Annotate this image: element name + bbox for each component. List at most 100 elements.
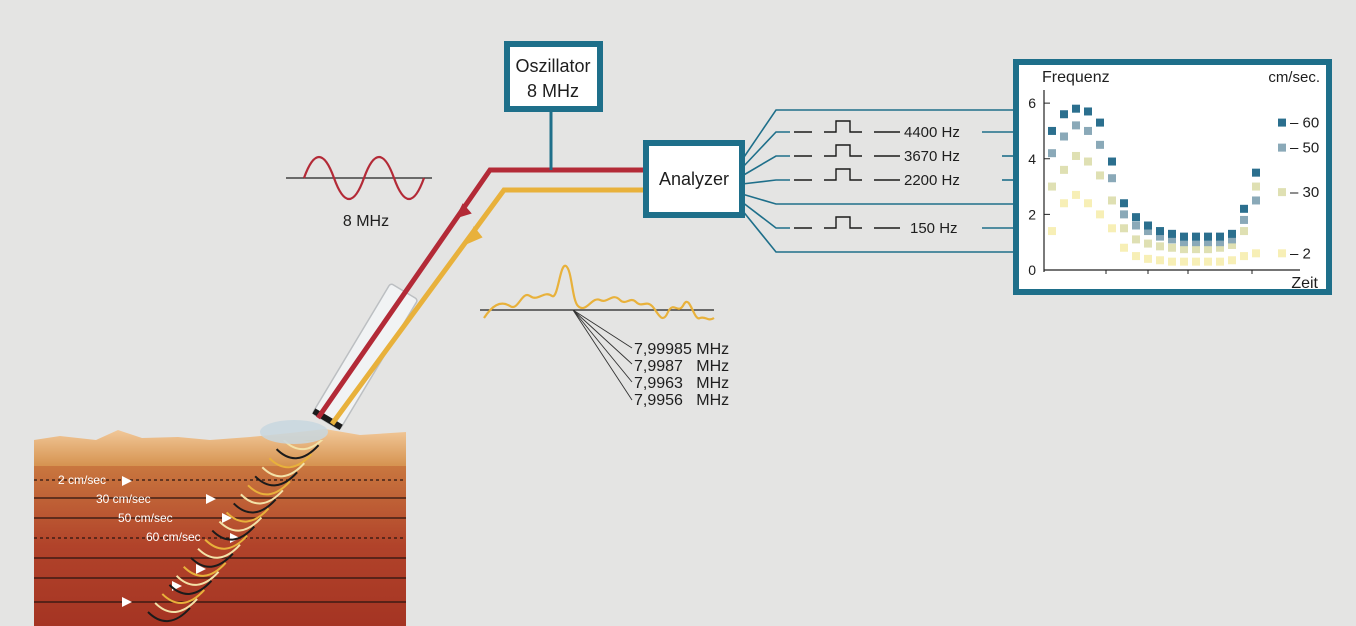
data-point-50 (1096, 140, 1104, 149)
data-point-50 (1240, 215, 1248, 224)
data-point-2 (1216, 257, 1224, 266)
data-point-30 (1216, 243, 1224, 252)
data-point-2 (1192, 257, 1200, 266)
speed-label-50: 50 cm/sec (118, 511, 173, 525)
oscillator-frequency: 8 MHz (527, 81, 579, 101)
tissue-body (34, 466, 406, 626)
tissue-block: 2 cm/sec 30 cm/sec 50 cm/sec 60 cm/sec (34, 429, 406, 626)
data-point-60 (1084, 107, 1092, 116)
wavefront-arc (197, 543, 241, 559)
wavefront-arc (147, 607, 191, 622)
data-point-60 (1108, 157, 1116, 166)
data-point-60 (1168, 229, 1176, 238)
speed-marker (1278, 143, 1286, 152)
data-point-60 (1132, 213, 1140, 222)
data-point-60 (1156, 227, 1164, 236)
channel-labels: 4400 Hz 3670 Hz 2200 Hz 150 Hz (904, 124, 960, 237)
data-point-60 (1060, 110, 1068, 119)
oscillator-box: Oszillator 8 MHz (504, 41, 603, 112)
data-point-50 (1120, 210, 1128, 219)
data-point-2 (1180, 257, 1188, 266)
data-point-60 (1048, 126, 1056, 135)
data-point-30 (1084, 157, 1092, 166)
data-point-2 (1156, 256, 1164, 265)
wave-label: 8 MHz (343, 213, 389, 230)
y-axis-title: Frequenz (1042, 69, 1110, 86)
wavefront-arc (247, 480, 291, 496)
data-point-50 (1156, 232, 1164, 241)
analyzer-box: Analyzer (643, 140, 745, 218)
oscillator-title: Oszillator (515, 56, 590, 76)
echo-frequency: 7,9963 MHz (634, 375, 729, 392)
data-point-30 (1132, 235, 1140, 244)
wavefront-arc (218, 516, 263, 532)
data-point-2 (1228, 256, 1236, 265)
data-point-60 (1144, 221, 1152, 230)
wavefront-arc (233, 498, 277, 514)
data-point-50 (1072, 121, 1080, 130)
wavefront-arc (175, 571, 220, 586)
data-point-60 (1120, 199, 1128, 208)
data-point-30 (1144, 239, 1152, 248)
data-point-30 (1096, 171, 1104, 180)
data-point-50 (1192, 238, 1200, 247)
speed-label-2: 2 cm/sec (58, 473, 106, 487)
channel-label-150: 150 Hz (910, 220, 958, 237)
wavefront-arc (190, 553, 234, 568)
right-axis-title: cm/sec. (1268, 69, 1320, 86)
emitted-wave: 8 MHz (286, 156, 432, 230)
data-point-50 (1048, 149, 1056, 158)
wavefront-arc (275, 444, 320, 460)
data-point-30 (1072, 151, 1080, 160)
speed-scale-label: – 2 (1290, 245, 1311, 262)
wavefront-arc (254, 471, 298, 487)
data-point-50 (1180, 238, 1188, 247)
y-tick-label: 4 (1028, 151, 1036, 167)
y-tick-label: 2 (1028, 206, 1036, 222)
signal-paths (315, 110, 648, 426)
frequency-chart: Frequenz cm/sec. Zeit 0 2 4 6 – 60 – 50 – 30 –… (1013, 59, 1332, 295)
data-point-60 (1192, 232, 1200, 241)
data-point-30 (1180, 245, 1188, 254)
data-point-2 (1144, 254, 1152, 263)
data-point-50 (1216, 238, 1224, 247)
data-point-2 (1060, 199, 1068, 208)
data-point-2 (1120, 243, 1128, 252)
data-point-2 (1132, 252, 1140, 261)
wavefront-arc (168, 580, 213, 595)
data-point-50 (1144, 227, 1152, 236)
speed-scale-label: – 60 (1290, 115, 1319, 132)
echo-frequency: 7,99985 MHz (634, 341, 729, 358)
data-point-2 (1048, 227, 1056, 236)
data-point-50 (1108, 174, 1116, 183)
x-axis-title: Zeit (1291, 275, 1318, 292)
channel-label-3670: 3670 Hz (904, 148, 960, 165)
data-point-2 (1108, 224, 1116, 233)
data-point-60 (1240, 204, 1248, 213)
wavefront-arc (240, 489, 284, 505)
speed-scale-label: – 30 (1290, 184, 1319, 201)
data-point-50 (1204, 238, 1212, 247)
data-point-2 (1084, 199, 1092, 208)
data-point-30 (1228, 240, 1236, 249)
wavefront-arc (154, 598, 198, 613)
data-point-60 (1252, 168, 1260, 177)
data-point-2 (1252, 249, 1260, 258)
wavefront-arc (204, 534, 248, 550)
wavefront-arc (211, 525, 256, 541)
speed-label-60: 60 cm/sec (146, 530, 201, 544)
data-point-50 (1168, 235, 1176, 244)
wavefront-arc (161, 589, 206, 604)
channel-label-2200: 2200 Hz (904, 172, 960, 189)
data-point-60 (1096, 118, 1104, 127)
y-tick-label: 6 (1028, 95, 1036, 111)
wavefront-arc (183, 562, 227, 577)
data-point-30 (1252, 182, 1260, 191)
speed-label-30: 30 cm/sec (96, 492, 151, 506)
ultrasound-wavefronts (147, 440, 324, 622)
analyzer-channels (741, 109, 1016, 253)
data-point-30 (1120, 224, 1128, 233)
skin-surface (34, 429, 406, 468)
data-point-50 (1132, 221, 1140, 230)
